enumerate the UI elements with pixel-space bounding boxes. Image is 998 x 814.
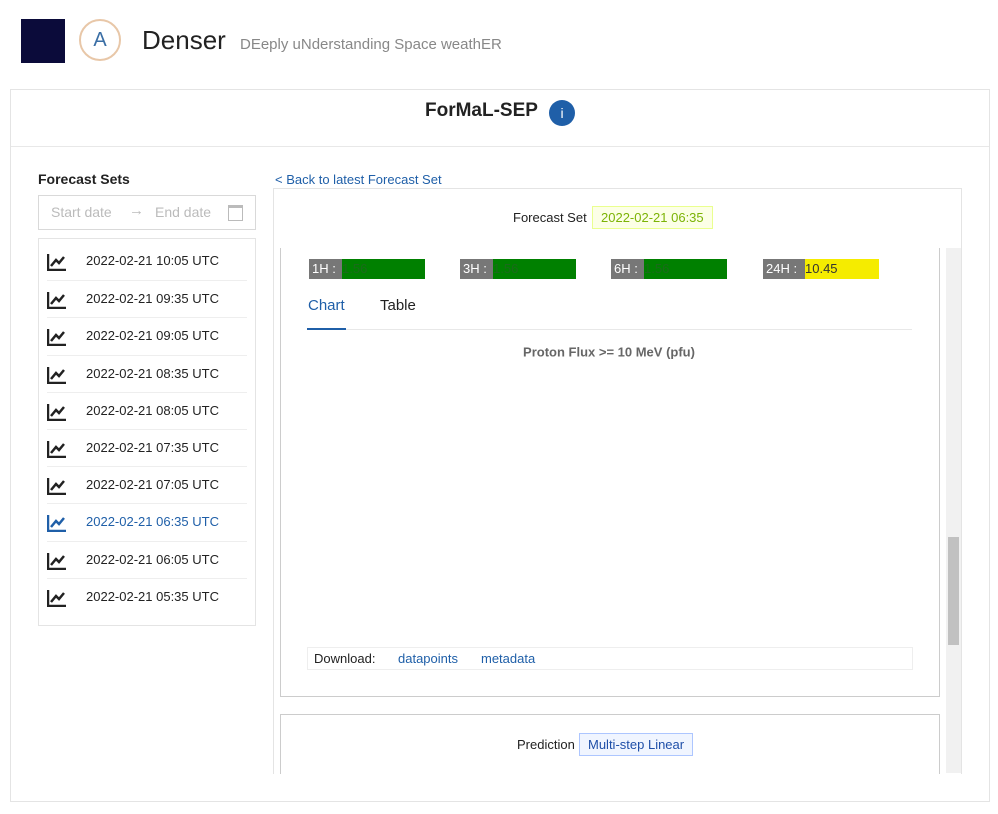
end-date[interactable]: End date bbox=[155, 204, 212, 220]
maxima-label: 1H : bbox=[309, 259, 342, 279]
item-icon bbox=[47, 292, 66, 310]
item-label[interactable]: 2022-02-21 09:35 UTC bbox=[86, 291, 219, 307]
logo bbox=[21, 19, 65, 63]
chart: Proton Flux >= 10 MeV (pfu) bbox=[523, 344, 695, 359]
forecast-item[interactable]: 2022-02-21 07:35 UTC bbox=[47, 429, 247, 467]
forecast-item[interactable]: 2022-02-21 08:35 UTC bbox=[47, 354, 247, 393]
back-link[interactable]: < Back to latest Forecast Set bbox=[275, 172, 442, 187]
app-title: Denser bbox=[142, 25, 226, 55]
item-icon bbox=[47, 478, 66, 496]
start-date[interactable]: Start date bbox=[51, 204, 112, 220]
download-bar bbox=[307, 647, 913, 670]
arrow: → bbox=[129, 202, 144, 219]
item-label[interactable]: 2022-02-21 06:05 UTC bbox=[86, 551, 219, 567]
chart-card bbox=[280, 248, 940, 697]
tab-table[interactable]: Table bbox=[380, 297, 416, 314]
maxima-value: 1.56 bbox=[644, 259, 727, 279]
scroll-thumb[interactable] bbox=[948, 537, 959, 645]
logo-ai: A bbox=[79, 19, 121, 61]
download-datapoints[interactable]: datapoints bbox=[398, 651, 458, 666]
forecast-item[interactable]: 2022-02-21 08:05 UTC bbox=[47, 391, 247, 430]
forecast-set-value: 2022-02-21 06:35 bbox=[592, 206, 713, 229]
forecast-item[interactable]: NRTPrediction21/02 06:3521/02 07:5021/02… bbox=[47, 243, 247, 280]
item-label[interactable]: 2022-02-21 08:35 UTC bbox=[86, 365, 219, 381]
forecast-item[interactable]: 2022-02-21 07:05 UTC bbox=[47, 466, 247, 504]
item-icon bbox=[47, 329, 66, 347]
forecast-card bbox=[273, 188, 962, 774]
item-icon bbox=[47, 403, 66, 421]
forecast-list: NRTPrediction21/02 06:3521/02 07:5021/02… bbox=[38, 238, 256, 626]
calendar-icon bbox=[228, 205, 243, 221]
item-label[interactable]: 2022-02-21 05:35 UTC bbox=[86, 588, 219, 604]
item-label[interactable]: 2022-02-21 09:05 UTC bbox=[86, 328, 219, 344]
maxima-label: 6H : bbox=[611, 259, 644, 279]
forecast-item[interactable]: 2022-02-21 05:35 UTC bbox=[47, 577, 247, 616]
back-text[interactable]: Back to latest Forecast Set bbox=[286, 172, 442, 187]
item-icon bbox=[47, 366, 66, 384]
maxima-label: 24H : bbox=[763, 259, 805, 279]
chart-title: Proton Flux >= 10 MeV (pfu) bbox=[523, 344, 695, 359]
scrollbar[interactable] bbox=[946, 248, 961, 773]
tab-line bbox=[307, 329, 912, 330]
maxima-value: 1.56 bbox=[493, 259, 576, 279]
item-label[interactable]: 2022-02-21 08:05 UTC bbox=[86, 402, 219, 418]
item-label[interactable]: 2022-02-21 10:05 UTC bbox=[86, 253, 219, 268]
panel-divider bbox=[11, 146, 989, 147]
item-icon bbox=[47, 441, 66, 458]
download-metadata[interactable]: metadata bbox=[481, 651, 536, 666]
prediction-label: Prediction bbox=[517, 737, 575, 752]
tab-chart[interactable]: Chart bbox=[308, 297, 345, 314]
sidebar-title: Forecast Sets bbox=[38, 171, 130, 187]
item-icon bbox=[47, 515, 66, 533]
item-icon bbox=[47, 589, 66, 607]
item-label[interactable]: 2022-02-21 07:05 UTC bbox=[86, 477, 219, 493]
download-label: Download: bbox=[314, 651, 376, 666]
info-button[interactable]: i bbox=[549, 100, 575, 126]
maxima-value: 10.45 bbox=[805, 259, 879, 279]
item-label[interactable]: 2022-02-21 07:35 UTC bbox=[86, 440, 219, 455]
date-range[interactable] bbox=[38, 195, 256, 230]
maxima-label: 3H : bbox=[460, 259, 493, 279]
forecast-item[interactable]: 2022-02-21 09:05 UTC bbox=[47, 317, 247, 355]
forecast-item[interactable]: 2022-02-21 09:35 UTC bbox=[47, 280, 247, 318]
prediction-card bbox=[280, 714, 940, 774]
forecast-set-label: Forecast Set bbox=[513, 210, 587, 225]
panel-title: ForMaL-SEP bbox=[425, 100, 538, 121]
item-icon bbox=[47, 552, 66, 570]
item-label[interactable]: 2022-02-21 06:35 UTC bbox=[86, 514, 219, 530]
prediction-value: Multi-step Linear bbox=[579, 733, 694, 756]
app-subtitle: DEeply uNderstanding Space weathER bbox=[240, 36, 502, 53]
forecast-item[interactable]: 2022-02-21 06:35 UTC bbox=[47, 503, 247, 541]
forecast-item[interactable]: 2022-02-21 06:05 UTC bbox=[47, 540, 247, 579]
tab-underline bbox=[307, 328, 346, 330]
item-icon: NRTPrediction21/02 06:3521/02 07:5021/02… bbox=[47, 254, 66, 271]
maxima-value: 1.56 bbox=[342, 259, 425, 279]
panel bbox=[10, 89, 990, 802]
